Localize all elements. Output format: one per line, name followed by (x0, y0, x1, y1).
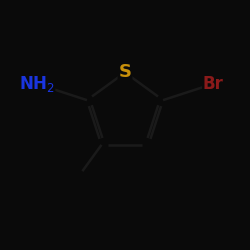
Text: S: S (118, 64, 132, 82)
Text: NH$_2$: NH$_2$ (19, 74, 55, 94)
Text: Br: Br (203, 75, 224, 93)
